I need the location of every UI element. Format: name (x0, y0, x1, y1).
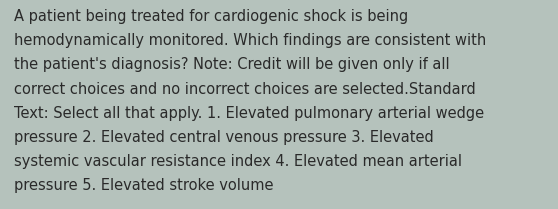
Text: Text: Select all that apply. 1. Elevated pulmonary arterial wedge: Text: Select all that apply. 1. Elevated… (14, 106, 484, 121)
Text: hemodynamically monitored. Which findings are consistent with: hemodynamically monitored. Which finding… (14, 33, 486, 48)
Text: pressure 2. Elevated central venous pressure 3. Elevated: pressure 2. Elevated central venous pres… (14, 130, 434, 145)
Text: the patient's diagnosis? Note: Credit will be given only if all: the patient's diagnosis? Note: Credit wi… (14, 57, 450, 73)
Text: correct choices and no incorrect choices are selected.Standard: correct choices and no incorrect choices… (14, 82, 476, 97)
Text: systemic vascular resistance index 4. Elevated mean arterial: systemic vascular resistance index 4. El… (14, 154, 462, 169)
Text: pressure 5. Elevated stroke volume: pressure 5. Elevated stroke volume (14, 178, 273, 193)
Text: A patient being treated for cardiogenic shock is being: A patient being treated for cardiogenic … (14, 9, 408, 24)
